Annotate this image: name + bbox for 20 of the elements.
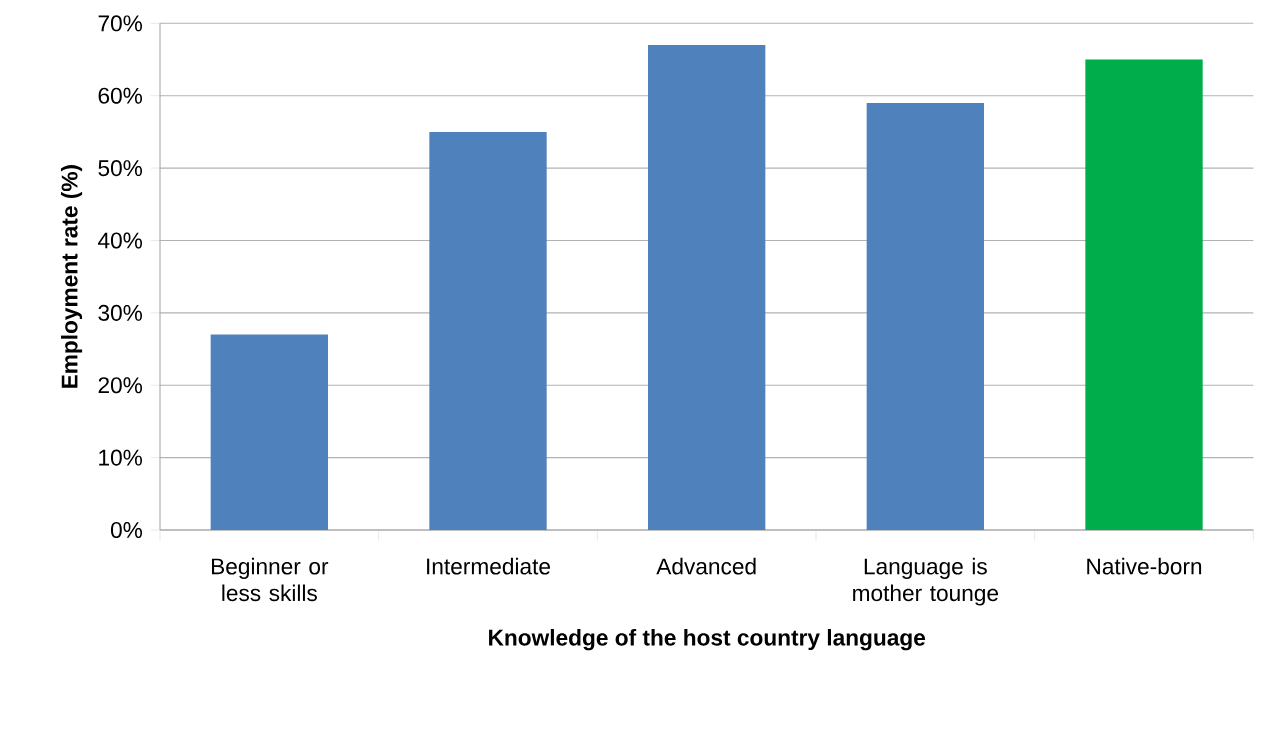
x-tick-label: Beginner or less skills <box>211 557 329 602</box>
bar <box>1085 59 1203 530</box>
y-tick-label: 10% <box>99 449 143 466</box>
y-tick-label: 40% <box>98 232 143 249</box>
y-tick-label: 30% <box>98 304 143 321</box>
y-tick-label: 20% <box>98 377 143 394</box>
x-tick-label: Intermediate <box>427 557 550 575</box>
y-tick-label: 60% <box>98 87 143 104</box>
x-tick-label: Advanced <box>656 557 756 575</box>
x-axis-title: Knowledge of the host country language <box>489 629 926 651</box>
x-tick-label: Native-born <box>1087 557 1202 575</box>
bar <box>210 334 328 530</box>
x-tick-label: Language is mother tounge <box>853 557 999 606</box>
y-tick-label: 0% <box>110 521 143 539</box>
bar <box>429 131 547 530</box>
bar <box>648 45 766 530</box>
y-tick-label: 50% <box>98 160 143 177</box>
bar <box>866 102 985 530</box>
y-axis-title: Employment rate (%) <box>60 165 83 388</box>
y-tick-label: 70% <box>98 15 143 32</box>
